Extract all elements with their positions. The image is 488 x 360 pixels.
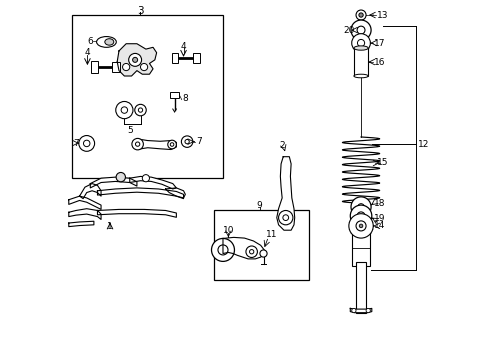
Text: 7: 7 <box>196 137 202 146</box>
Text: 16: 16 <box>373 58 385 67</box>
Polygon shape <box>69 221 94 226</box>
Circle shape <box>121 107 127 113</box>
Polygon shape <box>69 196 101 210</box>
Text: 2: 2 <box>278 141 284 150</box>
Polygon shape <box>80 184 101 199</box>
Circle shape <box>356 212 364 220</box>
Circle shape <box>350 20 370 40</box>
Circle shape <box>350 197 370 217</box>
Ellipse shape <box>353 74 367 78</box>
Bar <box>192 53 199 63</box>
Circle shape <box>116 102 133 119</box>
Circle shape <box>356 26 364 34</box>
Text: 8: 8 <box>183 94 188 103</box>
Text: 20: 20 <box>343 26 354 35</box>
Text: 12: 12 <box>418 140 429 149</box>
Circle shape <box>357 204 364 210</box>
Text: 15: 15 <box>376 158 387 167</box>
Bar <box>353 48 367 76</box>
Circle shape <box>249 249 253 254</box>
Text: 4: 4 <box>84 48 90 57</box>
Polygon shape <box>276 157 294 230</box>
Circle shape <box>351 309 355 313</box>
Polygon shape <box>129 176 176 189</box>
Circle shape <box>83 140 90 147</box>
Text: 6: 6 <box>88 37 93 46</box>
Polygon shape <box>349 309 371 313</box>
Circle shape <box>138 108 142 112</box>
Circle shape <box>122 63 129 71</box>
Circle shape <box>181 136 192 147</box>
Bar <box>214 211 308 280</box>
Text: 1: 1 <box>107 222 113 231</box>
Text: 10: 10 <box>222 226 234 235</box>
Circle shape <box>282 215 288 221</box>
Circle shape <box>358 13 363 17</box>
Text: 19: 19 <box>373 214 385 223</box>
Circle shape <box>359 224 362 228</box>
Bar <box>352 232 369 266</box>
Ellipse shape <box>104 39 114 45</box>
Circle shape <box>357 40 364 46</box>
Ellipse shape <box>96 37 116 47</box>
Ellipse shape <box>353 46 367 50</box>
Circle shape <box>211 238 234 261</box>
Circle shape <box>366 309 369 313</box>
Polygon shape <box>117 44 156 76</box>
Circle shape <box>79 135 94 151</box>
Text: 17: 17 <box>373 39 385 48</box>
Circle shape <box>184 139 189 144</box>
Bar <box>169 92 179 98</box>
Circle shape <box>132 57 137 62</box>
Polygon shape <box>165 188 185 198</box>
Circle shape <box>135 142 140 146</box>
Circle shape <box>128 53 142 66</box>
Bar <box>172 53 178 63</box>
Circle shape <box>355 10 366 20</box>
Circle shape <box>218 245 227 255</box>
Bar <box>112 62 120 72</box>
Text: 5: 5 <box>127 126 133 135</box>
Circle shape <box>278 211 292 225</box>
Circle shape <box>260 250 266 257</box>
Text: 4: 4 <box>181 42 186 51</box>
Circle shape <box>349 205 371 226</box>
Polygon shape <box>133 139 176 149</box>
Text: 9: 9 <box>256 201 262 210</box>
Text: 3: 3 <box>137 6 143 16</box>
Polygon shape <box>223 237 264 259</box>
Circle shape <box>245 246 257 257</box>
Circle shape <box>167 140 176 149</box>
Polygon shape <box>97 210 176 217</box>
Text: 11: 11 <box>265 230 277 239</box>
Bar <box>72 15 223 178</box>
Circle shape <box>135 104 146 116</box>
Polygon shape <box>69 209 101 220</box>
Circle shape <box>140 63 147 71</box>
Text: 18: 18 <box>373 199 385 208</box>
Circle shape <box>351 34 369 52</box>
Circle shape <box>132 138 143 150</box>
Text: 7: 7 <box>73 139 79 148</box>
Text: 14: 14 <box>373 221 385 230</box>
Polygon shape <box>97 188 183 199</box>
Circle shape <box>355 221 366 231</box>
Text: 13: 13 <box>376 10 388 19</box>
Circle shape <box>348 214 372 238</box>
Bar <box>355 262 366 313</box>
Polygon shape <box>90 177 137 188</box>
Circle shape <box>116 172 125 182</box>
Bar <box>91 61 98 73</box>
Circle shape <box>170 143 174 146</box>
Circle shape <box>142 175 149 182</box>
